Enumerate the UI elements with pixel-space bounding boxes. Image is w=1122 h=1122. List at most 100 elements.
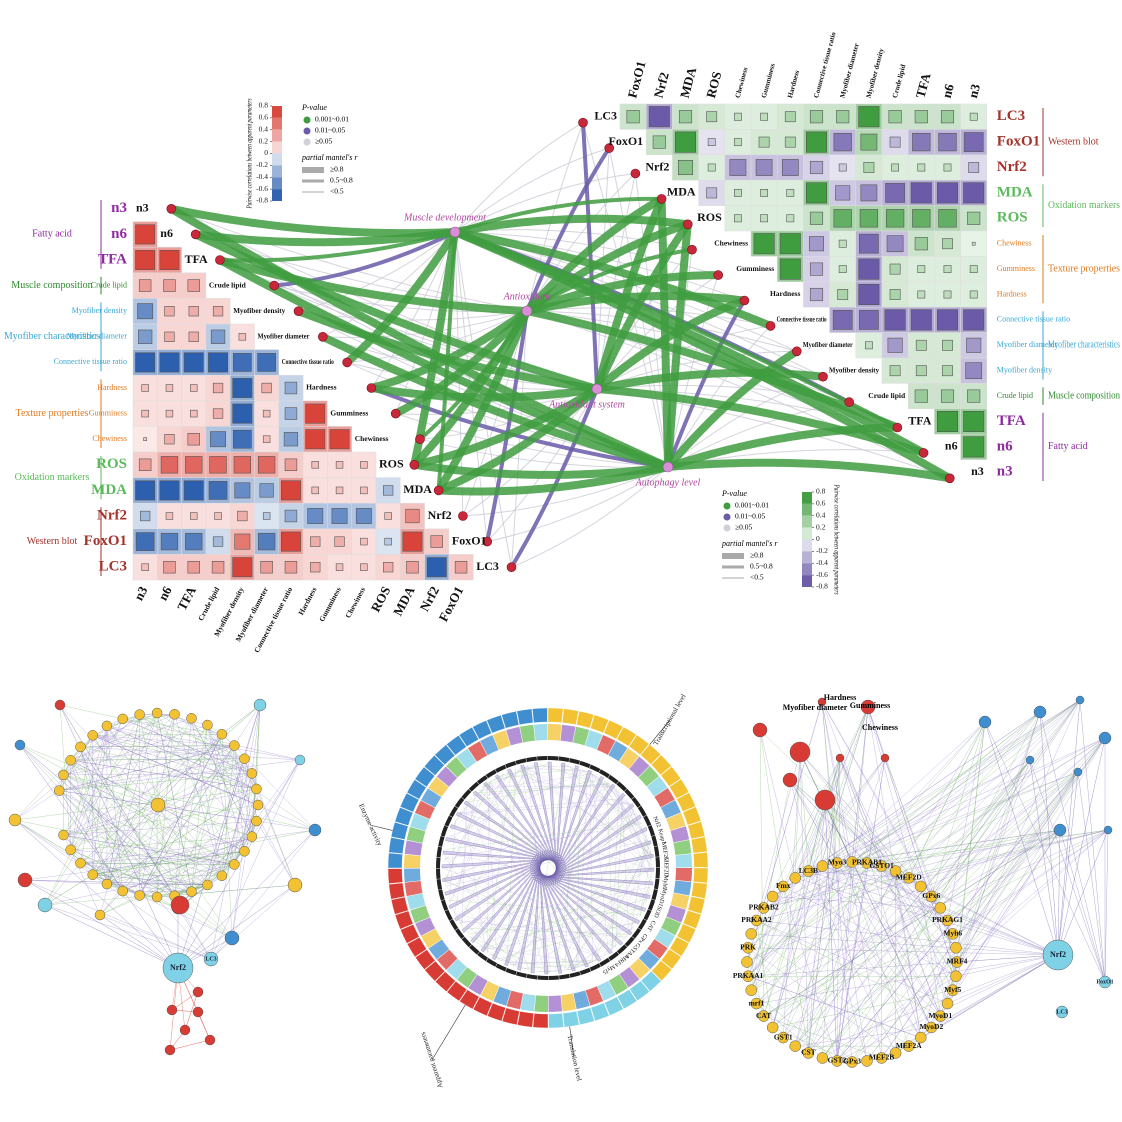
- network-edge: [866, 862, 948, 921]
- network-node: [162, 952, 194, 984]
- network-edge: [463, 927, 629, 935]
- ring-segment: [629, 756, 650, 778]
- network-edge: [80, 746, 123, 892]
- network-edge: [139, 714, 253, 837]
- network-edge: [645, 893, 650, 904]
- network-edge: [747, 947, 853, 1063]
- cell-square: [160, 532, 179, 551]
- network-edge: [615, 795, 623, 948]
- cell-square: [280, 480, 301, 501]
- network-edge: [489, 953, 531, 971]
- cell-square: [753, 233, 775, 255]
- cell-square: [335, 563, 344, 571]
- node-label: MyoD2: [919, 1022, 943, 1031]
- network-edge: [527, 765, 653, 866]
- ring-segment: [682, 910, 702, 929]
- network-edge: [122, 718, 252, 774]
- cell-square: [706, 187, 718, 199]
- row-label: ROS: [96, 456, 127, 472]
- network-edge: [70, 849, 235, 865]
- network-edge: [24, 879, 208, 886]
- network-edge: [491, 807, 633, 956]
- network-edge: [535, 971, 551, 973]
- hub-node: [449, 226, 461, 238]
- network-node: [246, 768, 258, 779]
- ring-segment: [388, 837, 405, 854]
- ring-segment: [485, 769, 497, 779]
- network-edge: [808, 757, 841, 1053]
- network-node: [777, 1031, 789, 1044]
- endpoint: [656, 194, 667, 204]
- network-edge: [191, 864, 235, 892]
- network-edge: [14, 819, 140, 896]
- ring-segment: [449, 806, 458, 818]
- network-edge: [44, 904, 179, 969]
- network-edge: [122, 745, 235, 892]
- network-node: [951, 956, 963, 968]
- network-edge: [80, 862, 123, 892]
- cell-square: [886, 235, 904, 253]
- network-edge: [14, 819, 81, 864]
- cell-square: [214, 512, 222, 520]
- ring-segment: [517, 1011, 534, 1028]
- ring-segment: [534, 995, 548, 1012]
- cell-square: [967, 389, 981, 403]
- spike: [455, 812, 567, 868]
- network-edge: [171, 991, 199, 1011]
- spike: [537, 827, 648, 883]
- network-edge: [1057, 829, 1061, 956]
- network-edge: [92, 712, 158, 875]
- network-edge: [956, 829, 1061, 963]
- ring-segment: [457, 967, 477, 988]
- endpoint: [892, 422, 903, 433]
- diagonal-label: ROS: [697, 210, 722, 224]
- network-edge: [59, 745, 235, 791]
- network-edge: [836, 861, 853, 1062]
- colorbar-tick-label: 0.2: [816, 522, 826, 531]
- mantel-link: [191, 230, 601, 393]
- network-edge: [63, 714, 175, 836]
- network-edge: [174, 714, 253, 774]
- cell-square: [383, 485, 394, 496]
- network-edge: [80, 746, 175, 896]
- network-edge: [821, 701, 853, 1063]
- network-edge: [895, 1027, 932, 1054]
- network-edge: [479, 946, 590, 964]
- network-edge: [747, 975, 921, 1038]
- cell-square: [454, 560, 468, 574]
- node-label: CST: [801, 1048, 816, 1057]
- network-edge: [122, 718, 252, 774]
- endpoint: [317, 331, 328, 342]
- network-edge: [603, 885, 651, 957]
- network-edge: [947, 954, 1059, 1004]
- network-edge: [44, 874, 93, 906]
- network-edge: [444, 785, 485, 882]
- cell-square: [860, 184, 878, 202]
- network-edge: [473, 818, 640, 942]
- diagonal-label: TFA: [908, 413, 931, 427]
- network-edge: [808, 896, 932, 1054]
- ring-segment: [444, 909, 453, 921]
- network-edge: [789, 779, 838, 864]
- network-edge: [122, 836, 252, 892]
- mantel-link: [526, 173, 636, 312]
- cell-square: [758, 136, 770, 148]
- cell-square: [137, 303, 154, 320]
- x-label: TFA: [913, 71, 934, 100]
- mantel-link: [434, 463, 672, 496]
- ring-segment: [428, 777, 449, 797]
- network-edge: [569, 766, 647, 901]
- network-edge: [207, 704, 261, 886]
- ring-segment: [477, 951, 488, 962]
- endpoint: [765, 321, 776, 331]
- network-edge: [444, 855, 574, 969]
- network-edge: [70, 714, 175, 761]
- spike: [470, 850, 553, 944]
- network-edge: [479, 867, 653, 947]
- cell-square: [859, 209, 879, 228]
- cell-square: [942, 238, 953, 250]
- network-edge: [174, 714, 245, 759]
- ring-segment: [440, 899, 449, 911]
- network-edge: [70, 758, 245, 761]
- network-node: [752, 722, 768, 738]
